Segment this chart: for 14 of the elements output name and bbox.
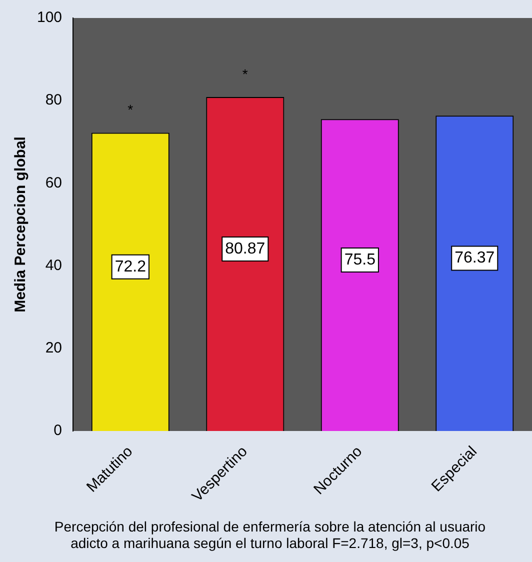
y-tick-label: 40 <box>45 256 62 274</box>
annotation: * <box>128 102 134 118</box>
y-tick-label: 20 <box>45 340 62 356</box>
data-label: 72.2 <box>114 258 146 276</box>
y-tick-label: 80 <box>45 92 62 109</box>
y-tick-label: 100 <box>36 9 62 26</box>
y-tick-label: 60 <box>45 174 62 192</box>
data-label: 76.37 <box>454 250 495 267</box>
y-tick-label: 0 <box>54 422 62 440</box>
data-label: 75.5 <box>344 251 376 268</box>
annotation: * <box>242 66 248 82</box>
x-axis-title: Percepción del profesional de enfermería sobre la atención al usuario adicto a marihuana según el turno laboral F=2.718, gl=3, p<0.05 <box>54 518 486 551</box>
data-label: 80.87 <box>225 240 266 258</box>
y-axis-title: Media Percepcion global <box>12 136 30 312</box>
